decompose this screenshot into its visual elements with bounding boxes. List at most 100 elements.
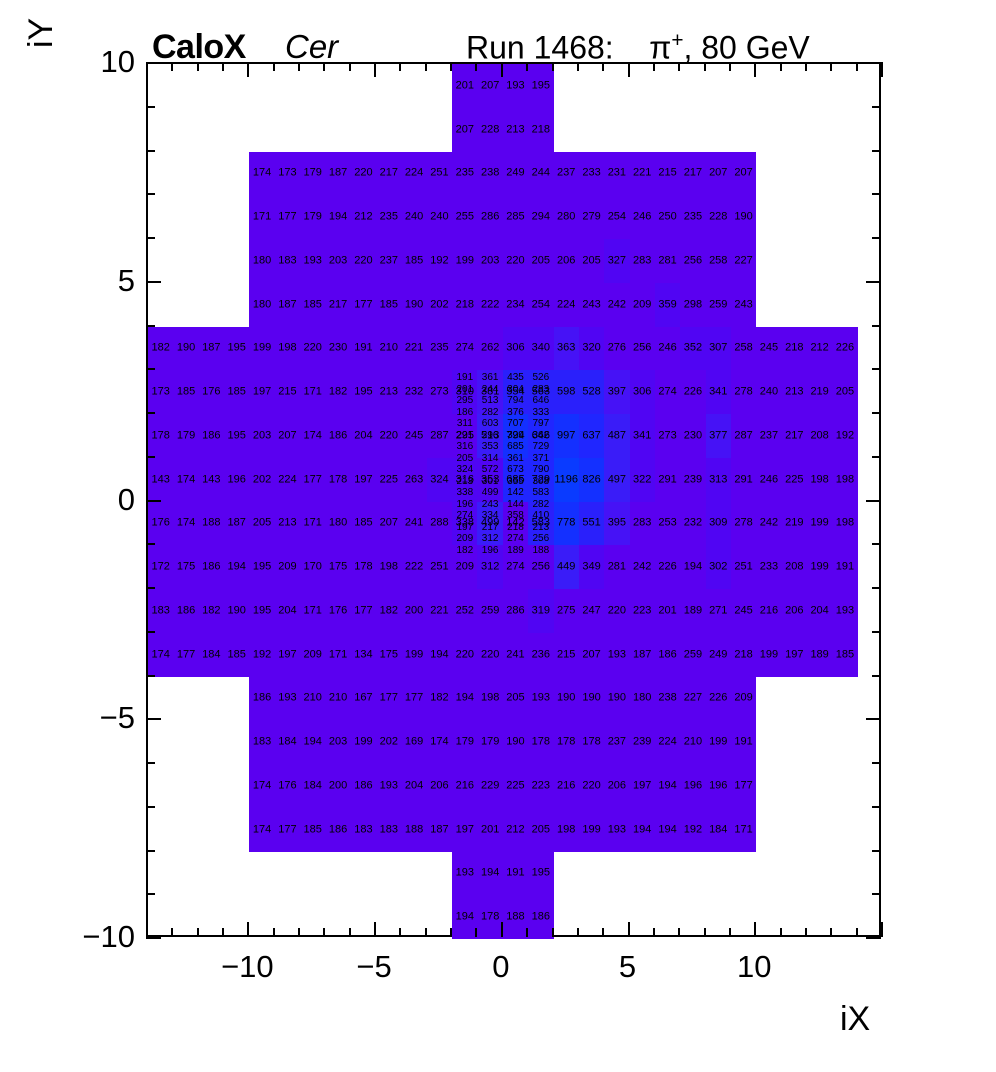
cell-value: 204: [810, 604, 829, 617]
cell-value: 193: [278, 691, 297, 704]
heatmap-cell: 233: [578, 151, 605, 196]
heatmap-cell: 232: [680, 501, 706, 546]
x-tick-label: 0: [492, 949, 510, 984]
heatmap-cell: 190: [224, 589, 250, 633]
cell-value: 245: [759, 341, 779, 354]
cell-value: 221: [430, 604, 449, 617]
heatmap-cell: 778: [553, 501, 579, 546]
cell-value: 206: [607, 779, 627, 792]
heatmap-cell: 182: [376, 589, 402, 633]
heatmap-cell: 143: [148, 457, 174, 502]
x-tick-top: [881, 62, 883, 77]
heatmap-cell: 377: [705, 414, 731, 458]
cell-value: 583: [531, 516, 551, 529]
cell-value: 183: [379, 823, 398, 836]
heatmap-cell: 195: [528, 851, 554, 896]
heatmap-cell: 185: [350, 501, 377, 546]
x-tick-top: [804, 62, 807, 71]
heatmap-cell: 202: [376, 720, 402, 764]
cell-value: 212: [506, 823, 525, 836]
cell-value: 178: [531, 735, 551, 748]
cell-value: 171: [303, 385, 322, 398]
heatmap-cell: 202: [249, 457, 275, 502]
x-tick-top: [298, 62, 301, 71]
cell-subvalue: 790: [532, 464, 550, 476]
heatmap-cell: 281: [654, 239, 681, 283]
cell-subvalue: 221: [456, 429, 474, 441]
heatmap-cell: 218: [528, 107, 554, 152]
cell-value: 199: [810, 560, 829, 573]
cell-value: 243: [582, 298, 601, 311]
x-tick-top: [779, 62, 782, 71]
heatmap-cell: 193: [832, 589, 858, 633]
cell-value: 207: [455, 123, 474, 136]
x-tick-top: [855, 62, 858, 71]
x-tick: [399, 928, 402, 937]
heatmap-cell: 219: [781, 501, 807, 546]
cell-value: 194: [455, 691, 474, 704]
heatmap-cell: 794: [502, 414, 529, 458]
heatmap-cell: 247: [578, 589, 605, 633]
heatmap-cell: 199: [350, 720, 377, 764]
heatmap-cell: 256: [528, 545, 554, 589]
cell-value: 209: [455, 560, 474, 573]
heatmap-cell: 199: [806, 501, 833, 546]
cell-value: 195: [252, 604, 272, 617]
heatmap-cell: 224: [553, 282, 579, 327]
cell-subvalue: 673: [507, 464, 524, 476]
cell-value: 176: [151, 516, 170, 529]
heatmap-cell: 188: [502, 895, 529, 939]
heatmap-cell: 167: [350, 676, 377, 721]
heatmap-cell: 218: [730, 632, 757, 677]
cell-value: 280: [557, 210, 576, 223]
heatmap-cell: 186: [173, 589, 199, 633]
cell-value: 225: [506, 779, 525, 792]
cell-subvalue: 217: [481, 521, 499, 533]
heatmap-cell: 195: [249, 545, 275, 589]
x-tick-top: [678, 62, 681, 71]
heatmap-cell: 183: [376, 807, 402, 852]
heatmap-cell: 274: [452, 326, 478, 371]
cell-value: 171: [734, 823, 753, 836]
y-tick: [146, 149, 155, 152]
cell-value: 194: [658, 779, 677, 792]
cell-value: 174: [151, 648, 170, 661]
heatmap-cell: 180: [629, 676, 655, 721]
x-tick-top: [830, 62, 833, 71]
x-tick-top: [627, 62, 630, 77]
cell-subvalue: 729: [532, 441, 550, 453]
heatmap-cell: 200: [325, 764, 351, 808]
cell-value: 513: [480, 429, 500, 442]
heatmap-cell: 307: [705, 326, 731, 371]
cell-value: 213: [785, 385, 804, 398]
heatmap-cell: 204: [806, 589, 833, 633]
heatmap-cell: 397: [604, 370, 630, 414]
cell-value: 177: [278, 823, 297, 836]
cell-value: 179: [480, 735, 500, 748]
cell-value: 207: [278, 429, 297, 442]
heatmap-cell: 207: [376, 501, 402, 546]
heatmap-cell: 143: [198, 457, 225, 502]
cell-value: 198: [835, 473, 855, 486]
cell-subvalue: 358: [507, 510, 524, 522]
heatmap-cell: 182: [148, 326, 174, 371]
cell-value: 184: [202, 648, 221, 661]
cell-value: 205: [252, 516, 272, 529]
cell-value: 180: [328, 516, 348, 529]
heatmap-cell: 175: [173, 545, 199, 589]
cell-value: 185: [227, 385, 246, 398]
heatmap-cell: 195: [350, 370, 377, 414]
cell-value: 220: [455, 648, 474, 661]
y-tick-right: [872, 105, 881, 108]
cell-value: 227: [683, 691, 703, 704]
heatmap-cell: 251: [426, 151, 453, 196]
cell-value: 233: [759, 560, 779, 573]
y-tick-right: [866, 280, 881, 283]
particle-charge: +: [671, 29, 684, 52]
cell-value: 167: [354, 691, 373, 704]
x-tick-top: [222, 62, 225, 71]
heatmap-cell: 210: [300, 676, 326, 721]
heatmap-cell: 207: [730, 151, 757, 196]
cell-value: 327: [607, 254, 627, 267]
heatmap-cell: 220: [578, 764, 605, 808]
